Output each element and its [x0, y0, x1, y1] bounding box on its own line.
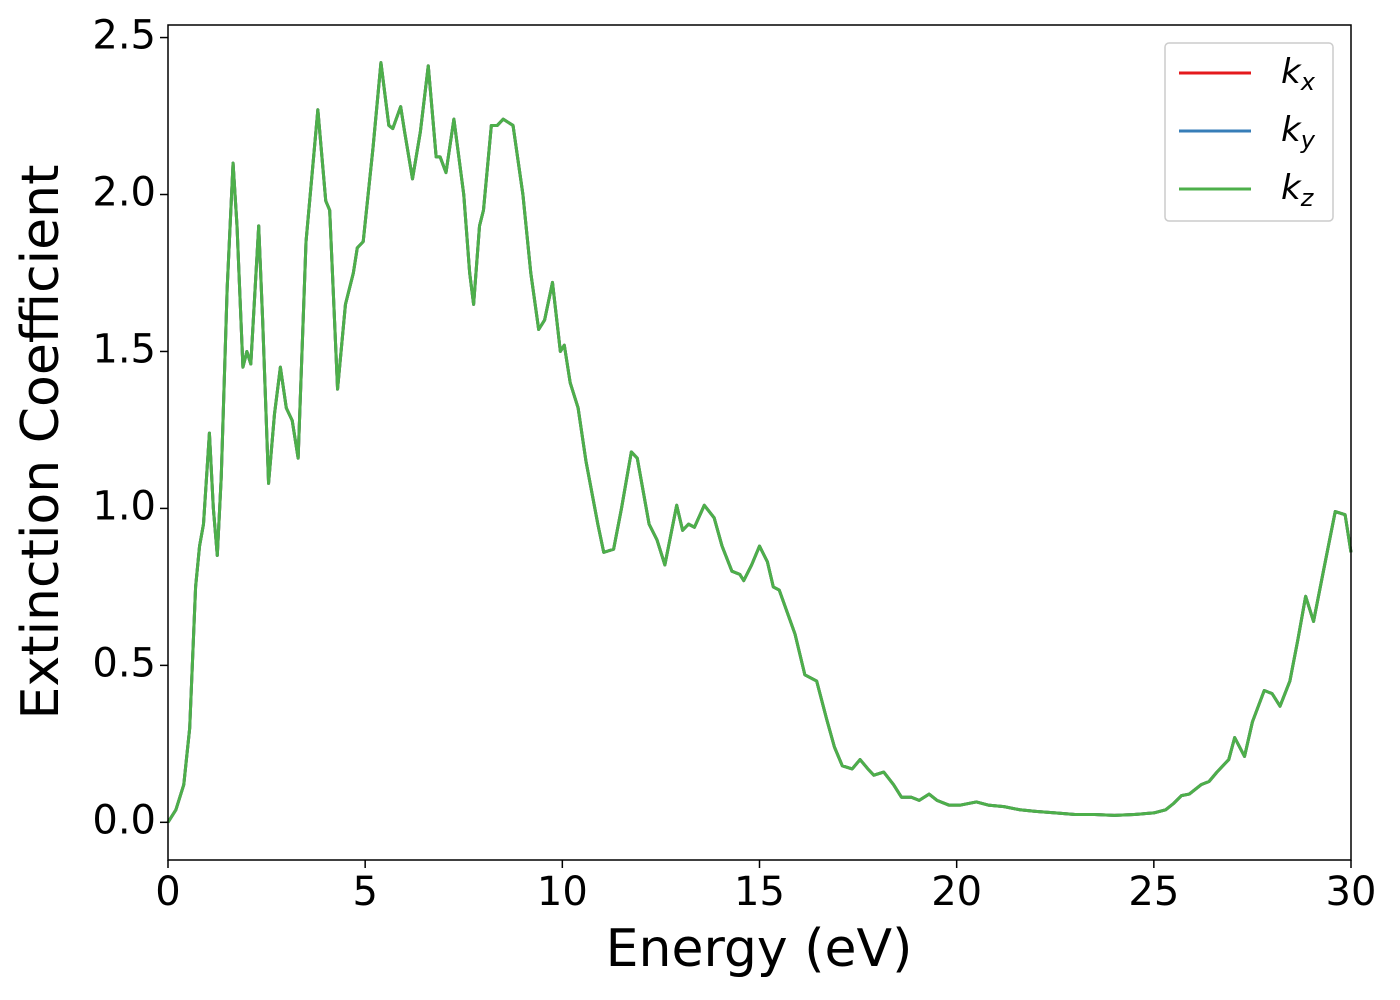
- y-tick-label: 0.0: [92, 797, 156, 843]
- y-tick-label: 2.5: [92, 13, 156, 59]
- y-axis-label: Extinction Coefficient: [11, 165, 71, 720]
- x-tick-label: 30: [1326, 869, 1377, 915]
- y-tick-label: 0.5: [92, 640, 156, 686]
- plot-frame: [167, 24, 1352, 861]
- x-tick-label: 25: [1128, 869, 1179, 915]
- legend-label: kx: [1281, 52, 1316, 97]
- x-tick-label: 0: [155, 869, 180, 915]
- y-tick-label: 2.0: [92, 170, 156, 216]
- x-tick-label: 5: [352, 869, 377, 915]
- y-tick-label: 1.0: [92, 483, 156, 529]
- x-tick-label: 10: [537, 869, 588, 915]
- series-line: [166, 61, 1353, 824]
- y-tick-label: 1.5: [92, 326, 156, 372]
- x-tick-label: 15: [734, 869, 785, 915]
- legend-label: kz: [1281, 168, 1315, 213]
- legend-label: ky: [1281, 110, 1316, 155]
- x-tick-label: 20: [931, 869, 982, 915]
- x-axis-label: Energy (eV): [606, 919, 913, 979]
